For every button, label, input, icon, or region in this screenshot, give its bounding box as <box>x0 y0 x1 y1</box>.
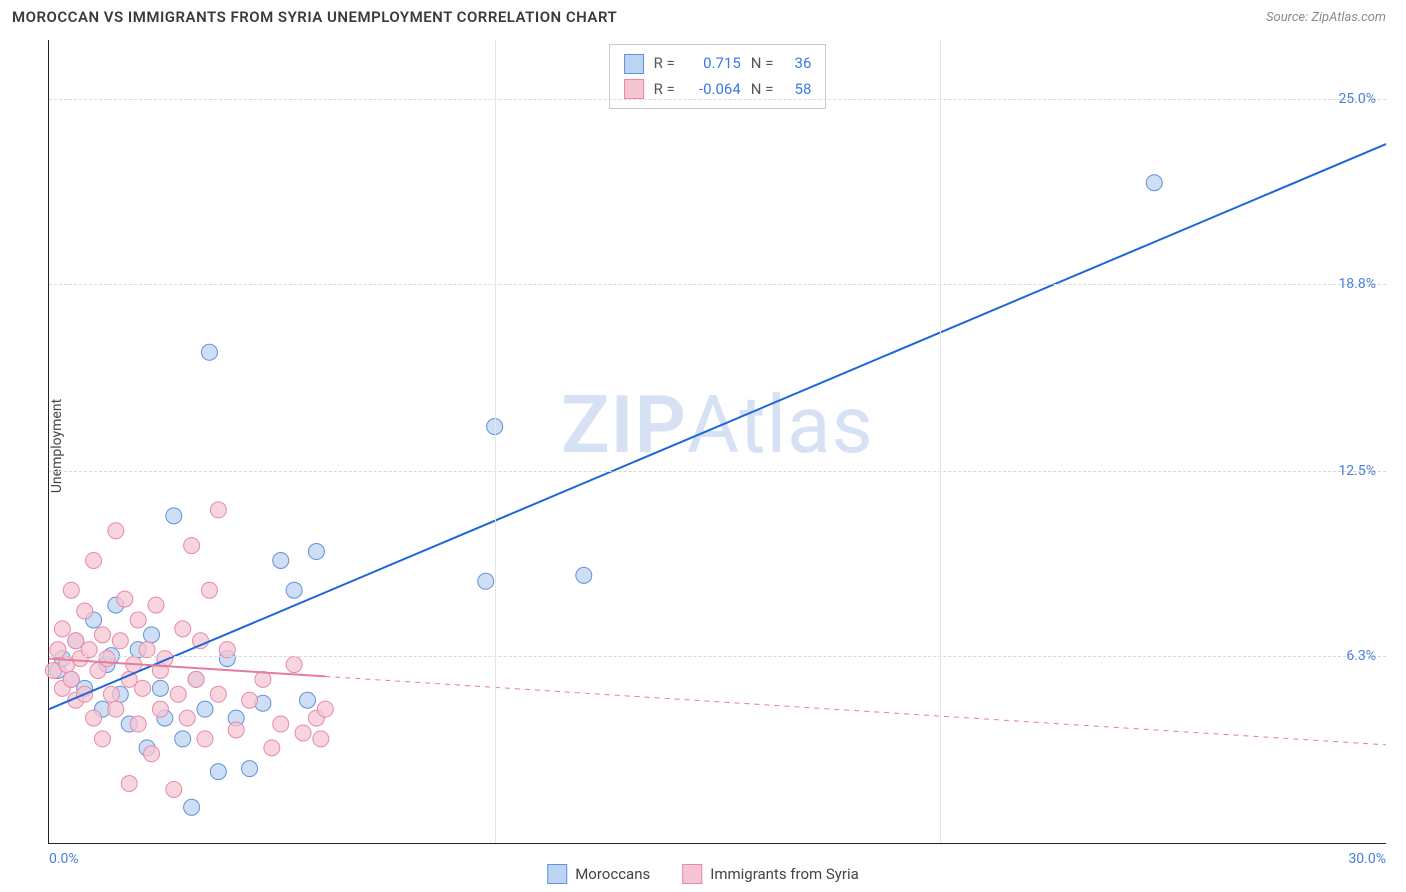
grid-line-v <box>940 40 941 843</box>
data-point <box>112 633 128 649</box>
legend-label: Immigrants from Syria <box>710 865 859 883</box>
data-point <box>130 612 146 628</box>
stat-n-label: N = <box>751 51 774 77</box>
data-point <box>184 799 200 815</box>
data-point <box>210 764 226 780</box>
y-tick-label: 18.8% <box>1338 276 1376 292</box>
grid-line-h <box>49 99 1386 100</box>
plot-area: ZIPAtlas R =0.715N =36R =-0.064N =58 6.3… <box>48 40 1386 844</box>
data-point <box>273 716 289 732</box>
data-point <box>286 582 302 598</box>
grid-line-v <box>495 40 496 843</box>
data-point <box>148 597 164 613</box>
data-point <box>108 701 124 717</box>
data-point <box>121 776 137 792</box>
grid-line-h <box>49 471 1386 472</box>
data-point <box>201 344 217 360</box>
data-point <box>295 725 311 741</box>
bottom-legend: Moroccans Immigrants from Syria <box>547 864 859 884</box>
data-point <box>63 582 79 598</box>
stat-r-label: R = <box>654 51 675 77</box>
stat-r-value: -0.064 <box>685 77 741 103</box>
chart-header: MOROCCAN VS IMMIGRANTS FROM SYRIA UNEMPL… <box>0 0 1406 30</box>
data-point <box>63 671 79 687</box>
data-point <box>117 591 133 607</box>
x-tick-label: 30.0% <box>1348 851 1386 867</box>
data-point <box>210 686 226 702</box>
data-point <box>197 731 213 747</box>
stats-row: R = 0.715 N = 36 <box>624 51 812 77</box>
data-point <box>576 567 592 583</box>
grid-line-h <box>49 284 1386 285</box>
stats-row: R = -0.064 N = 58 <box>624 77 812 103</box>
x-tick-label: 0.0% <box>49 851 79 867</box>
data-point <box>152 701 168 717</box>
data-point <box>1146 175 1162 191</box>
data-point <box>103 686 119 702</box>
color-swatch-icon <box>547 864 567 884</box>
legend-item: Immigrants from Syria <box>682 864 859 884</box>
data-point <box>175 731 191 747</box>
data-point <box>317 701 333 717</box>
grid-line-h <box>49 656 1386 657</box>
data-point <box>308 544 324 560</box>
data-point <box>242 761 258 777</box>
stat-n-value: 36 <box>783 51 811 77</box>
chart-source: Source: ZipAtlas.com <box>1266 10 1386 25</box>
y-tick-label: 25.0% <box>1338 91 1376 107</box>
color-swatch-icon <box>624 54 644 74</box>
data-point <box>144 746 160 762</box>
data-point <box>313 731 329 747</box>
data-point <box>201 582 217 598</box>
data-point <box>94 627 110 643</box>
data-point <box>166 508 182 524</box>
data-point <box>54 621 70 637</box>
data-point <box>286 657 302 673</box>
data-point <box>166 781 182 797</box>
data-point <box>197 701 213 717</box>
data-point <box>478 573 494 589</box>
stat-r-value: 0.715 <box>685 51 741 77</box>
legend-label: Moroccans <box>575 865 650 883</box>
data-point <box>135 680 151 696</box>
data-point <box>184 538 200 554</box>
trend-line-dashed <box>325 676 1386 744</box>
scatter-svg <box>49 40 1386 843</box>
data-point <box>86 710 102 726</box>
data-point <box>99 651 115 667</box>
data-point <box>193 633 209 649</box>
data-point <box>108 523 124 539</box>
y-tick-label: 12.5% <box>1338 463 1376 479</box>
stat-n-label: N = <box>751 77 774 103</box>
data-point <box>175 621 191 637</box>
data-point <box>273 552 289 568</box>
data-point <box>210 502 226 518</box>
data-point <box>152 680 168 696</box>
data-point <box>264 740 280 756</box>
data-point <box>77 603 93 619</box>
color-swatch-icon <box>624 79 644 99</box>
chart-title: MOROCCAN VS IMMIGRANTS FROM SYRIA UNEMPL… <box>12 8 617 26</box>
y-tick-label: 6.3% <box>1346 648 1376 664</box>
data-point <box>130 716 146 732</box>
trend-line <box>49 144 1386 709</box>
data-point <box>242 692 258 708</box>
color-swatch-icon <box>682 864 702 884</box>
stat-r-label: R = <box>654 77 675 103</box>
chart-container: ZIPAtlas R =0.715N =36R =-0.064N =58 6.3… <box>48 40 1386 844</box>
legend-item: Moroccans <box>547 864 650 884</box>
data-point <box>144 627 160 643</box>
stat-n-value: 58 <box>783 77 811 103</box>
data-point <box>299 692 315 708</box>
data-point <box>86 552 102 568</box>
data-point <box>255 671 271 687</box>
data-point <box>188 671 204 687</box>
data-point <box>179 710 195 726</box>
data-point <box>94 731 110 747</box>
data-point <box>170 686 186 702</box>
data-point <box>228 722 244 738</box>
